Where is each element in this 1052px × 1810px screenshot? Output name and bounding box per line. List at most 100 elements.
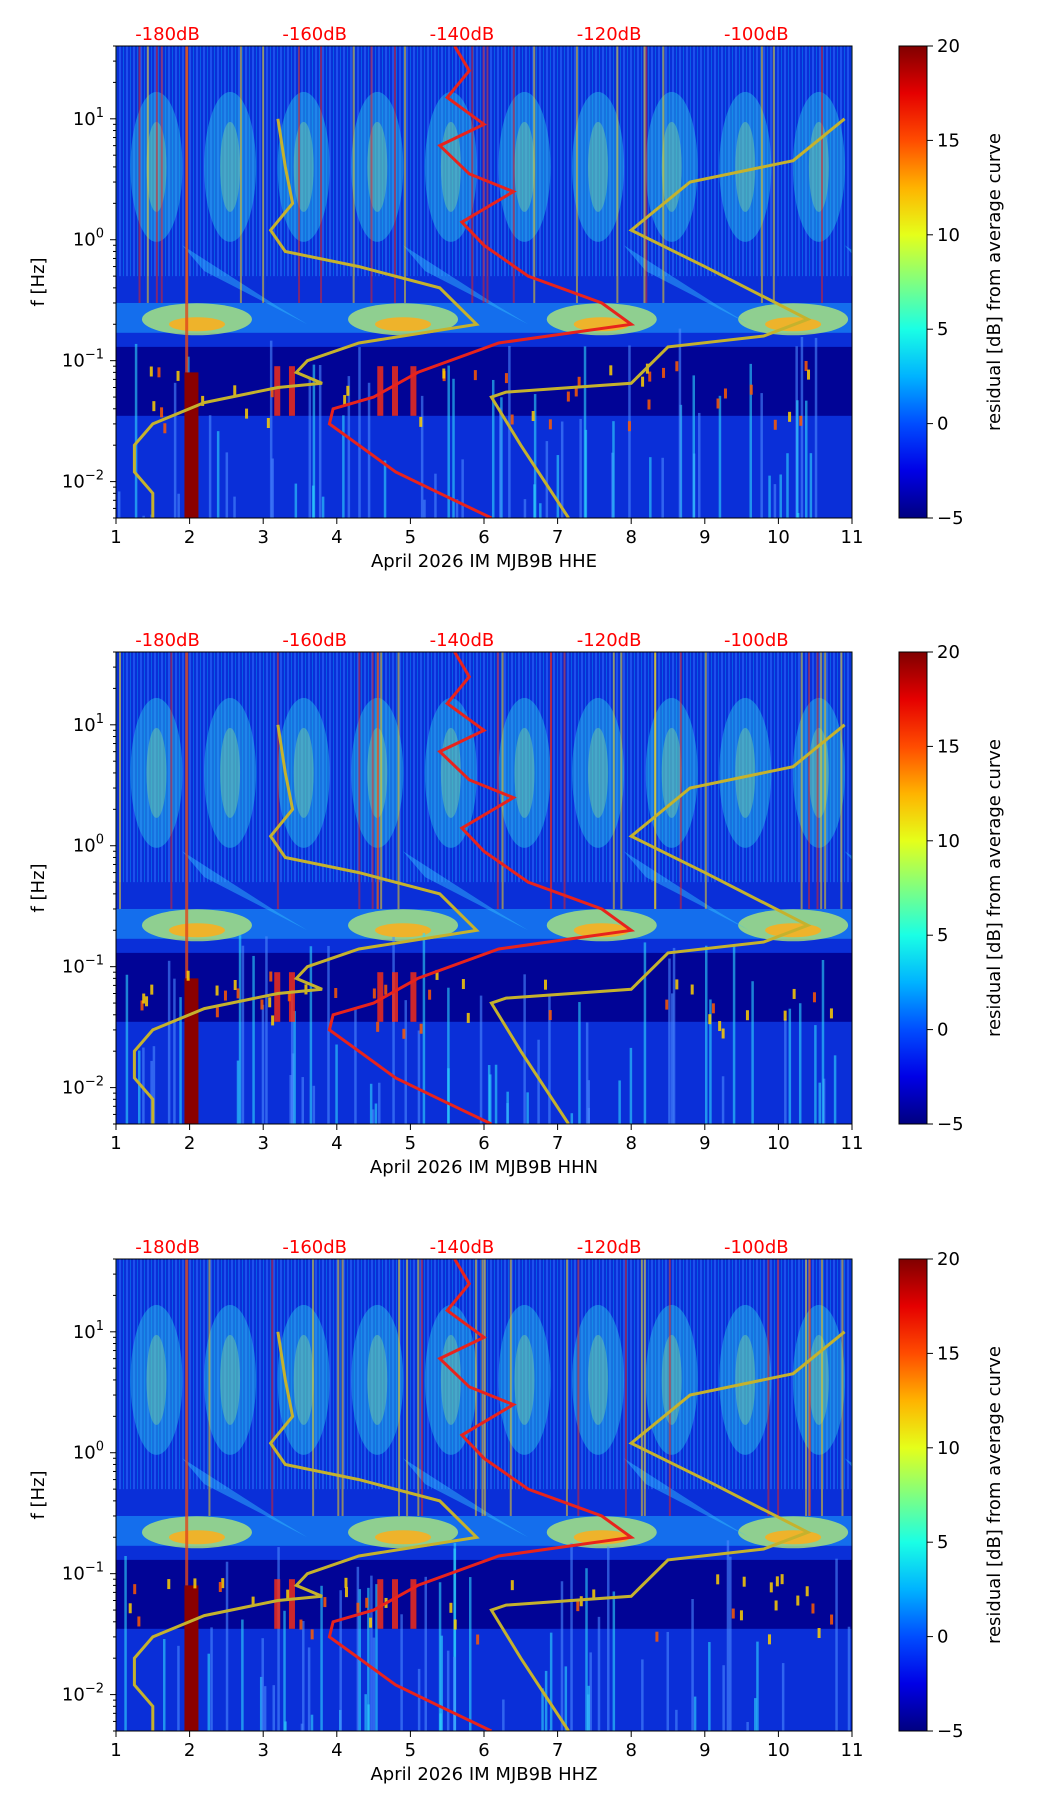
hf-spike: [161, 46, 163, 303]
x-tick-label: 1: [110, 1133, 121, 1154]
lf-streak: [796, 400, 799, 518]
lf-streak: [727, 1540, 730, 1731]
lf-streak: [284, 1721, 287, 1731]
lf-streak: [217, 431, 220, 518]
speckle: [163, 423, 166, 433]
y-tick-label: 101: [73, 1319, 104, 1343]
speckle: [793, 989, 796, 999]
lf-streak: [679, 329, 682, 518]
speckle: [150, 367, 153, 377]
colorbar-tick-label: 20: [937, 642, 960, 663]
low-energy-band: [116, 347, 852, 416]
lf-streak: [557, 455, 560, 518]
lf-streak: [799, 1003, 802, 1124]
lf-streak: [469, 1577, 472, 1731]
speckle: [234, 980, 237, 990]
lf-streak: [418, 1669, 421, 1731]
lf-streak: [168, 961, 171, 1124]
lf-streak: [378, 1083, 381, 1124]
speckle: [129, 1603, 132, 1613]
lf-streak: [439, 1582, 442, 1731]
hf-spike: [533, 46, 535, 303]
lf-streak: [848, 1627, 851, 1731]
lf-streak: [311, 1715, 314, 1731]
speckle: [708, 1014, 711, 1024]
x-tick-label: 10: [767, 527, 790, 548]
speckle: [732, 1609, 735, 1619]
lf-streak: [265, 936, 268, 1124]
lf-streak: [124, 1556, 127, 1731]
hf-spike: [620, 652, 622, 909]
hf-spike: [417, 1259, 419, 1516]
event-patch: [392, 1579, 398, 1629]
db-label: -100dB: [724, 630, 789, 651]
speckle: [511, 1580, 514, 1590]
lf-streak: [675, 1710, 678, 1731]
speckle: [722, 1028, 725, 1038]
x-tick-label: 6: [478, 1133, 489, 1154]
x-tick-label: 9: [699, 527, 710, 548]
diurnal-core: [588, 1335, 608, 1425]
lf-streak: [630, 1048, 633, 1124]
lf-streak: [453, 1657, 456, 1731]
colorbar-tick-label: 0: [937, 414, 948, 435]
x-tick-label: 3: [257, 1133, 268, 1154]
spectrogram-image: [116, 652, 970, 1124]
colorbar-label: residual [dB] from average curve: [984, 1346, 1005, 1644]
x-tick-label: 9: [699, 1740, 710, 1761]
hf-spike: [156, 46, 158, 303]
lf-streak: [384, 461, 387, 518]
lf-streak: [585, 1568, 588, 1731]
lf-streak: [578, 1002, 581, 1124]
microseism-core: [169, 1530, 225, 1544]
lf-streak: [722, 1076, 725, 1124]
db-label: -140dB: [430, 1237, 495, 1258]
lf-streak: [782, 1663, 785, 1731]
lf-streak: [588, 1080, 591, 1124]
lf-streak: [719, 396, 722, 518]
lf-streak: [425, 1577, 428, 1731]
db-label: -140dB: [430, 630, 495, 651]
colorbar-tick-label: 5: [937, 925, 948, 946]
lf-streak: [502, 1699, 505, 1731]
speckle: [419, 417, 422, 427]
x-tick-label: 11: [841, 1740, 864, 1761]
lf-streak: [618, 1080, 621, 1124]
lf-streak: [434, 474, 437, 518]
hf-spike: [394, 46, 396, 303]
speckle: [345, 1587, 348, 1597]
hf-spike: [680, 652, 682, 909]
speckle: [770, 1582, 773, 1592]
hf-spike: [773, 46, 775, 303]
lf-streak: [308, 1647, 311, 1731]
diurnal-core: [220, 122, 240, 212]
lf-streak: [226, 452, 229, 518]
speckle: [788, 412, 791, 422]
lf-streak: [293, 1011, 296, 1124]
db-label: -140dB: [430, 24, 495, 45]
x-tick-label: 1: [110, 527, 121, 548]
lf-streak: [173, 979, 176, 1124]
speckle: [137, 1616, 140, 1626]
speckle: [311, 1629, 314, 1639]
lf-streak: [283, 1611, 286, 1731]
speckle: [344, 1578, 347, 1588]
lf-streak: [641, 1659, 644, 1731]
speckle: [716, 1574, 719, 1584]
microseism-core: [169, 923, 225, 937]
lf-streak: [312, 486, 315, 518]
speckle: [578, 377, 581, 387]
diurnal-core: [146, 1335, 166, 1425]
lf-streak: [370, 1084, 373, 1124]
lf-streak: [550, 1633, 553, 1731]
hf-spike: [404, 46, 406, 303]
speckle: [718, 1021, 721, 1031]
lf-streak: [661, 458, 664, 518]
lf-streak: [208, 1654, 211, 1731]
speckle: [260, 1000, 263, 1010]
x-tick-label: 7: [552, 527, 563, 548]
lf-streak: [698, 413, 701, 518]
lf-streak: [561, 421, 564, 518]
lf-streak: [815, 338, 818, 518]
speckle: [549, 1010, 552, 1020]
